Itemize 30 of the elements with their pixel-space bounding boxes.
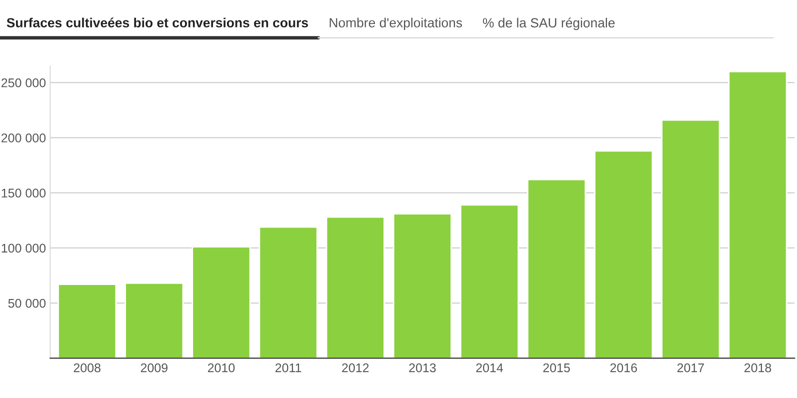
bar [594, 150, 654, 358]
x-tick-label: 2009 [140, 363, 168, 372]
y-tick-label: 100 000 [2, 244, 46, 253]
bar [326, 216, 385, 358]
bar [728, 70, 788, 358]
x-tick-label: 2017 [677, 363, 704, 372]
text: Nombre d'exploitations [330, 18, 462, 30]
y-tick-label: 200 000 [1, 134, 46, 142]
x-tick-label: 2010 [208, 363, 235, 372]
y-tick-label: 250 000 [1, 78, 46, 88]
x-tick-label: 2011 [275, 363, 302, 372]
bar [58, 284, 117, 358]
bar [192, 246, 251, 358]
y-tick-label: 50 000 [8, 298, 46, 308]
x-tick-label: 2012 [342, 363, 369, 372]
x-tick-label: 2013 [409, 363, 436, 372]
text: % de la SAU régionale [482, 18, 615, 30]
x-tick-label: 2018 [744, 363, 772, 372]
bar [661, 119, 720, 358]
bar [258, 226, 318, 358]
x-tick-label: 2008 [74, 363, 100, 372]
x-tick-label: 2014 [476, 363, 504, 372]
chart-title: Surfaces cultiveées bio et conversions en cours [6, 18, 308, 28]
x-tick-label: 2015 [543, 363, 570, 372]
y-tick-label: 150 000 [2, 188, 46, 198]
bar [124, 282, 184, 358]
x-tick-label: 2016 [610, 363, 637, 372]
bar [392, 213, 452, 358]
bar [460, 204, 520, 358]
bar [527, 178, 586, 358]
